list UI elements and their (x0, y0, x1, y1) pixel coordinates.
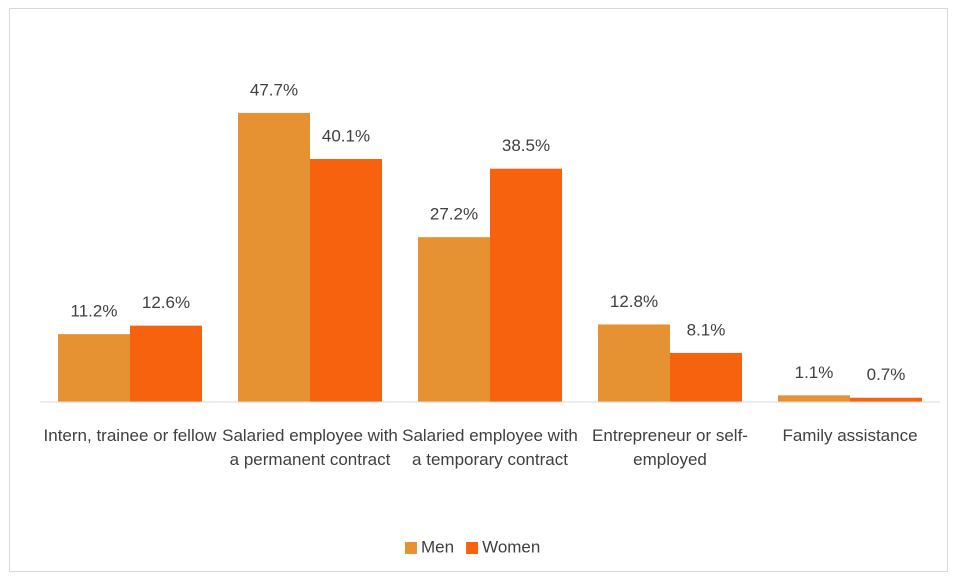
bar (310, 158, 382, 402)
x-tick-label: Entrepreneur or self-employed (592, 426, 748, 469)
bar (670, 352, 742, 402)
x-tick-label: Salaried employee with a permanent contr… (222, 426, 398, 469)
bar (130, 325, 202, 402)
data-label: 27.2% (430, 205, 478, 224)
data-label: 8.1% (687, 320, 726, 339)
data-label: 38.5% (502, 136, 550, 155)
bar (598, 324, 670, 402)
data-label: 12.8% (610, 292, 658, 311)
data-label: 0.7% (867, 365, 906, 384)
bar (778, 395, 850, 402)
x-tick-label: Intern, trainee or fellow (43, 426, 217, 445)
data-label: 1.1% (795, 363, 834, 382)
data-label: 12.6% (142, 293, 190, 312)
data-label: 40.1% (322, 126, 370, 145)
bar (58, 334, 130, 402)
bar (238, 112, 310, 403)
bar (418, 237, 490, 402)
legend-swatch (405, 542, 417, 554)
data-label: 11.2% (71, 302, 118, 321)
data-label: 47.7% (250, 80, 298, 99)
bar (490, 168, 562, 402)
x-tick-label: Salaried employee with a temporary contr… (402, 426, 578, 469)
legend-label: Men (421, 537, 454, 556)
chart-frame (9, 8, 948, 572)
legend-swatch (466, 542, 479, 554)
legend-label: Women (482, 537, 540, 556)
x-tick-label: Family assistance (782, 426, 918, 445)
bar (850, 397, 922, 402)
